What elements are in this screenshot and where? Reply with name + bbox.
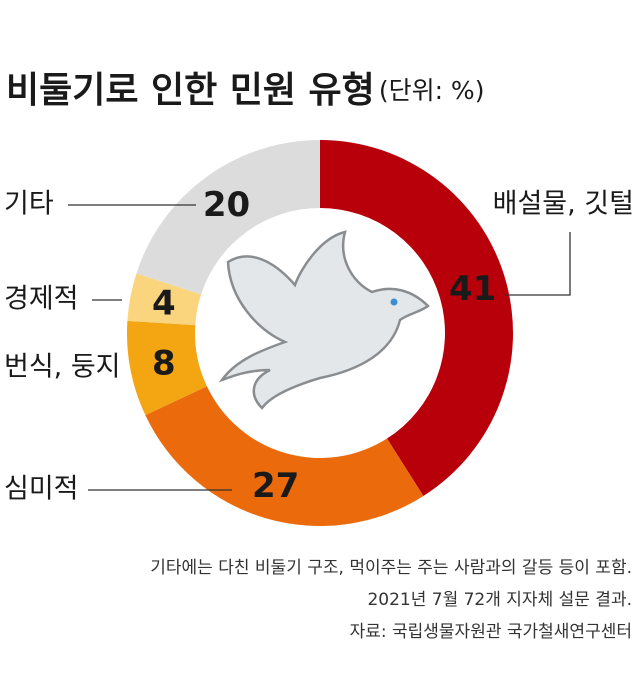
subtitle: (단위: %) — [379, 76, 485, 105]
value-label: 41 — [449, 269, 496, 309]
value-label: 20 — [203, 185, 250, 225]
slice — [136, 140, 320, 295]
slice — [320, 140, 513, 496]
category-label: 번식, 둥지 — [4, 352, 121, 383]
category-label: 경제적 — [4, 284, 79, 315]
note: 기타에는 다친 비둘기 구조, 먹이주는 주는 사람과의 갈등 등이 포함. — [150, 558, 632, 578]
note: 자료: 국립생물자원관 국가철새연구센터 — [350, 622, 632, 642]
slice — [145, 386, 424, 526]
title: 비둘기로 인한 민원 유형 — [6, 70, 375, 111]
value-label: 27 — [252, 466, 299, 506]
category-label: 기타 — [4, 189, 54, 220]
donut — [126, 140, 513, 526]
slice — [127, 273, 202, 326]
value-label: 8 — [152, 343, 176, 383]
category-label: 배설물, 깃털 — [493, 189, 634, 220]
slice — [126, 320, 207, 416]
dove-icon — [218, 230, 430, 410]
category-label: 심미적 — [4, 474, 79, 505]
dove-eye — [390, 298, 398, 306]
value-label: 4 — [152, 284, 176, 324]
note: 2021년 7월 72개 지자체 설문 결과. — [367, 590, 632, 610]
leader-line — [505, 232, 571, 296]
chart-title: 비둘기로 인한 민원 유형 (단위: %) — [6, 70, 484, 111]
